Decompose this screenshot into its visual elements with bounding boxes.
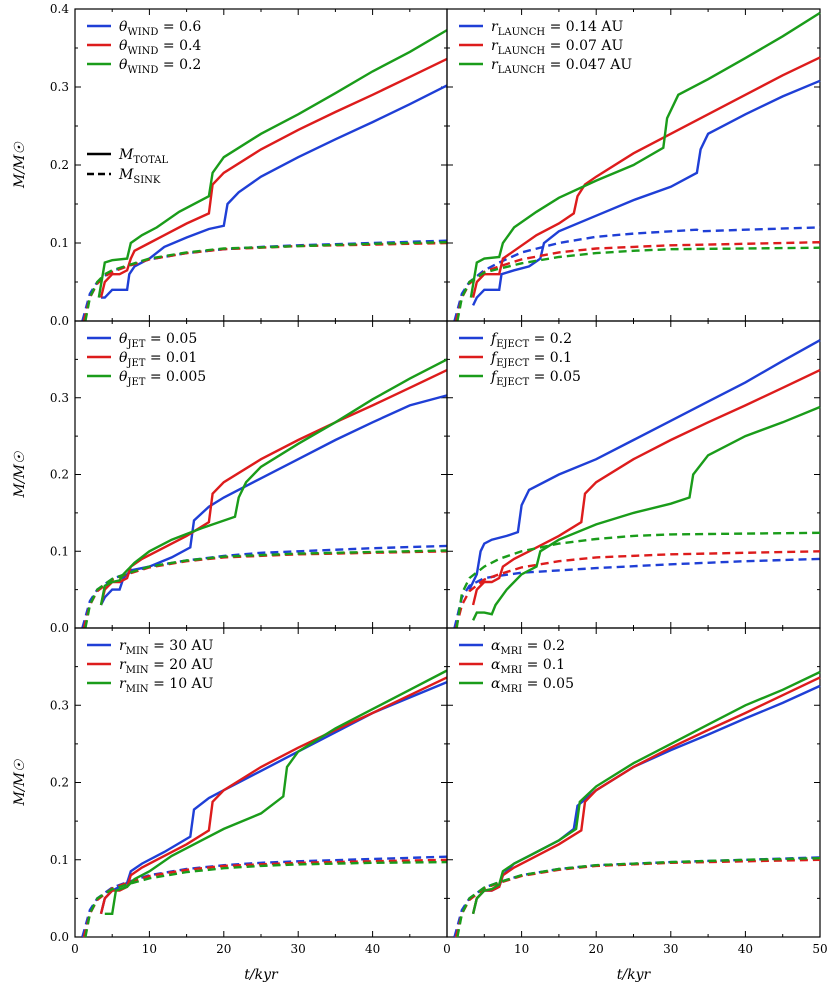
legend-entry-label: rLAUNCH = 0.07 AU [491, 38, 623, 57]
x-tick-label: 30 [291, 942, 306, 956]
legend-entry-label: θJET = 0.01 [119, 350, 197, 369]
legend-entry-label: rMIN = 10 AU [119, 676, 214, 695]
y-tick-label: 0.0 [50, 314, 69, 328]
y-axis-label: M/M☉ [12, 141, 28, 189]
panel-bottom-left: 0.0 0.1 0.2 0.3 M/M☉ 0 10 20 30 40 t/kyr rMIN = 30 … [12, 627, 448, 983]
series-line-sink-green [456, 857, 821, 938]
legend-entry-label: fEJECT = 0.05 [490, 369, 581, 388]
series-line-sink-green [456, 246, 821, 322]
series-line-sink-red [454, 241, 821, 322]
x-tick-label: 30 [663, 942, 678, 956]
y-tick-label: 0.2 [50, 158, 69, 172]
series-line-total-red [471, 369, 821, 606]
x-tick-label: 40 [738, 942, 753, 956]
series-line-total-green [104, 669, 448, 915]
series-line-sink-blue [453, 226, 821, 322]
legend-entry-label: θWIND = 0.4 [119, 38, 201, 57]
series-line-total-green [469, 11, 821, 298]
y-tick-label: 0.1 [50, 544, 69, 558]
legend-entry-label: rLAUNCH = 0.047 AU [491, 57, 632, 76]
y-tick-label: 0.1 [50, 853, 69, 867]
series-line-total-blue [468, 339, 821, 591]
series-line-sink-red [82, 858, 448, 938]
series-line-sink-blue [81, 544, 448, 629]
legend-entry-label: αMRI = 0.05 [491, 676, 574, 695]
series-line-sink-green [84, 549, 448, 629]
x-tick-label: 50 [812, 942, 827, 956]
series-line-total-green [97, 29, 448, 298]
series-line-total-green [472, 405, 821, 621]
series-line-sink-red [454, 550, 821, 629]
series-line-total-red [471, 676, 821, 915]
line-style-legend-label: MSINK [118, 167, 161, 186]
y-tick-label: 0.2 [50, 468, 69, 482]
series-line-sink-green [84, 860, 448, 938]
y-tick-label: 0.4 [50, 2, 69, 16]
series-line-total-green [471, 670, 821, 915]
x-tick-label: 10 [142, 942, 157, 956]
series-line-sink-red [82, 241, 448, 322]
y-tick-label: 0.1 [50, 236, 69, 250]
legend-entry-label: rMIN = 30 AU [119, 638, 214, 657]
series-line-total-red [471, 56, 821, 298]
series-line-total-red [99, 57, 448, 298]
x-tick-label: 0 [71, 942, 79, 956]
x-tick-label: 0 [443, 942, 451, 956]
legend-entry-label: rMIN = 20 AU [119, 657, 214, 676]
legend-entry-label: αMRI = 0.1 [491, 657, 565, 676]
x-tick-label: 20 [216, 942, 231, 956]
legend-entry-label: θJET = 0.05 [119, 331, 197, 350]
y-tick-label: 0.3 [50, 698, 69, 712]
series-line-total-red [99, 676, 448, 915]
x-tick-label: 10 [514, 942, 529, 956]
y-tick-label: 0.3 [50, 80, 69, 94]
legend-entry-label: fEJECT = 0.2 [490, 331, 572, 350]
series-line-total-blue [471, 684, 821, 915]
y-tick-label: 0.0 [50, 621, 69, 635]
legend-entry-label: θJET = 0.005 [119, 369, 206, 388]
y-axis-label: M/M☉ [12, 758, 28, 806]
legend-entry-label: fEJECT = 0.1 [490, 350, 572, 369]
series-line-sink-blue [453, 557, 821, 629]
series-line-sink-green [455, 531, 821, 629]
x-axis-label: t/kyr [617, 967, 652, 983]
legend-entry-label: θWIND = 0.2 [119, 57, 201, 76]
y-tick-label: 0.2 [50, 776, 69, 790]
series-line-total-blue [99, 680, 448, 915]
x-tick-label: 20 [589, 942, 604, 956]
series-line-total-blue [99, 394, 448, 606]
legend-entry-label: αMRI = 0.2 [491, 638, 565, 657]
series-line-sink-green [84, 241, 448, 322]
line-style-legend-label: MTOTAL [118, 147, 169, 166]
series-line-sink-red [454, 858, 821, 938]
y-axis-label: M/M☉ [12, 450, 28, 498]
series-line-total-green [99, 358, 448, 606]
legend-entry-label: θWIND = 0.6 [119, 19, 201, 38]
x-axis-label: t/kyr [244, 967, 279, 983]
y-tick-label: 0.0 [50, 930, 69, 944]
series-line-sink-blue [81, 855, 448, 938]
y-tick-label: 0.3 [50, 391, 69, 405]
x-tick-label: 40 [365, 942, 380, 956]
legend-entry-label: rLAUNCH = 0.14 AU [491, 19, 623, 38]
series-line-total-blue [472, 79, 821, 306]
series-line-total-blue [101, 84, 448, 299]
series-line-total-red [99, 369, 448, 606]
series-line-sink-blue [81, 239, 448, 322]
